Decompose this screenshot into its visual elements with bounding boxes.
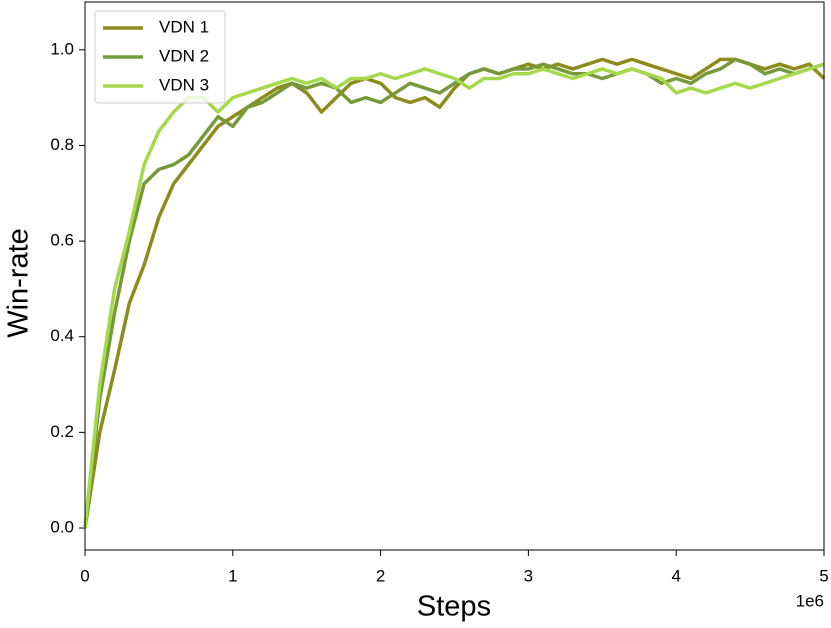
- plot-frame: [84, 1, 825, 551]
- legend-label: VDN 3: [159, 75, 209, 94]
- x-tick-label: 5: [819, 566, 828, 585]
- x-tick-label: 4: [671, 566, 680, 585]
- y-axis-label: Win-rate: [3, 228, 35, 338]
- legend-box: [94, 10, 226, 104]
- y-tick-label: 0.4: [50, 326, 74, 345]
- x-offset-label: 1e6: [796, 591, 824, 610]
- series-line: [83, 62, 825, 529]
- x-tick-label: 2: [376, 566, 385, 585]
- y-tick-label: 0.2: [50, 422, 74, 441]
- x-tick-label: 1: [228, 566, 237, 585]
- y-tick-label: 0.0: [50, 517, 74, 536]
- x-tick-label: 0: [80, 566, 89, 585]
- x-tick-label: 3: [524, 566, 533, 585]
- series-line: [83, 57, 826, 529]
- y-tick-label: 1.0: [50, 39, 74, 58]
- y-tick-label: 0.8: [50, 135, 74, 154]
- series-line: [83, 57, 825, 529]
- y-tick-label: 0.6: [50, 231, 74, 250]
- legend-label: VDN 1: [159, 17, 209, 36]
- x-axis-label: Steps: [417, 591, 491, 623]
- legend-label: VDN 2: [159, 46, 209, 65]
